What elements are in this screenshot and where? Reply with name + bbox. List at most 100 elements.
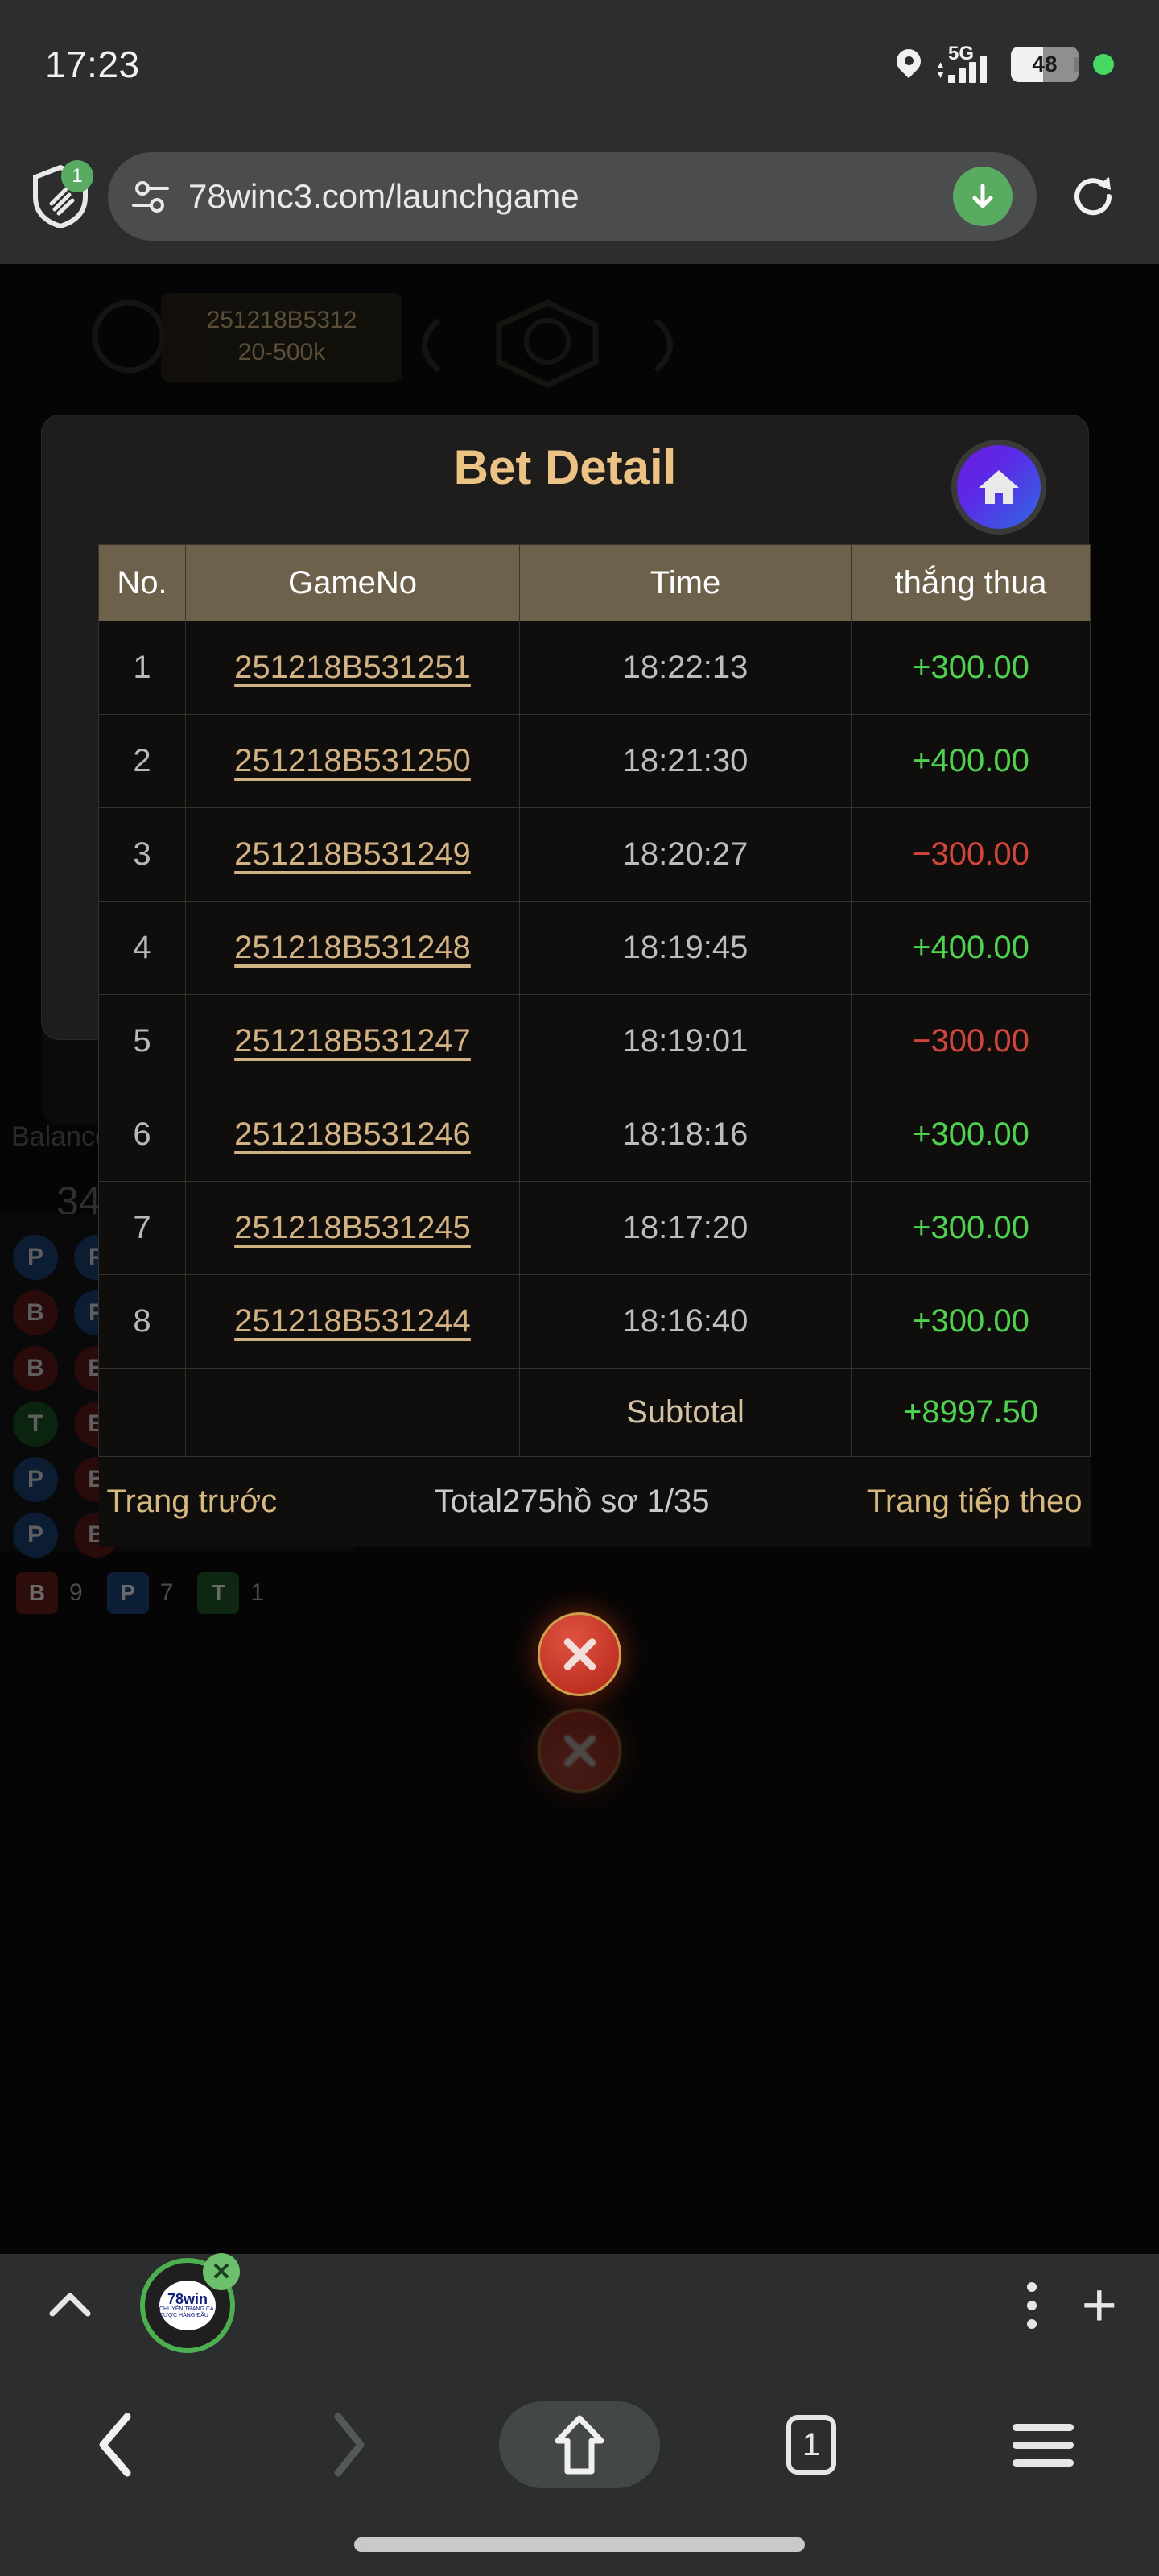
cell-gameno[interactable]: 251218B531249	[185, 807, 520, 902]
favicon-tagline: CHUYÊN TRANG CÁ CƯỢC HÀNG ĐẦU	[159, 2306, 214, 2318]
gameno-link[interactable]: 251218B531250	[234, 743, 471, 778]
counter-badge-b: B	[16, 1572, 58, 1614]
gameno-link[interactable]: 251218B531245	[234, 1210, 471, 1245]
table-row: 5 251218B531247 18:19:01 −300.00	[98, 994, 1091, 1088]
cell-gameno[interactable]: 251218B531251	[185, 621, 520, 715]
reload-icon[interactable]	[1059, 171, 1127, 222]
cell-amount: +300.00	[851, 1088, 1091, 1182]
tab-count-button[interactable]: 1	[731, 2392, 892, 2497]
address-bar[interactable]: 78winc3.com/launchgame	[108, 152, 1037, 241]
chevron-right-icon[interactable]	[267, 2392, 428, 2497]
column-header-time: Time	[519, 544, 852, 621]
signal-strength-bars	[948, 56, 987, 83]
cell-amount: −300.00	[851, 994, 1091, 1088]
close-x-icon[interactable]	[538, 1612, 621, 1696]
cell-gameno[interactable]: 251218B531246	[185, 1088, 520, 1182]
cell-time: 18:16:40	[519, 1274, 852, 1368]
cell-no: 2	[98, 714, 186, 808]
shield-badge-count: 1	[61, 160, 93, 192]
status-clock: 17:23	[45, 43, 140, 85]
cell-no: 4	[98, 901, 186, 995]
table-row: 2 251218B531250 18:21:30 +400.00	[98, 714, 1091, 808]
cell-time: 18:19:01	[519, 994, 852, 1088]
download-icon[interactable]	[953, 167, 1013, 226]
cell-no: 3	[98, 807, 186, 902]
cell-gameno[interactable]: 251218B531245	[185, 1181, 520, 1275]
bead-marker-p: P	[13, 1513, 58, 1558]
subtotal-row: Subtotal +8997.50	[98, 1368, 1091, 1457]
chevron-up-icon[interactable]	[42, 2289, 98, 2322]
table-row: 6 251218B531246 18:18:16 +300.00	[98, 1088, 1091, 1182]
active-tab-chip[interactable]: 78win CHUYÊN TRANG CÁ CƯỢC HÀNG ĐẦU ✕	[140, 2253, 240, 2353]
gameno-link[interactable]: 251218B531251	[234, 650, 471, 685]
gameno-link[interactable]: 251218B531246	[234, 1117, 471, 1152]
browser-toolbar: 1 78winc3.com/launchgame	[0, 129, 1159, 264]
background-chip-line1: 251218B5312	[206, 307, 357, 333]
tab-strip: 78win CHUYÊN TRANG CÁ CƯỢC HÀNG ĐẦU ✕ +	[0, 2253, 1159, 2357]
next-page-button[interactable]: Trang tiếp theo	[866, 1484, 1083, 1520]
cell-amount: +400.00	[851, 901, 1091, 995]
favicon-site-name: 78win	[167, 2291, 208, 2307]
prev-page-button[interactable]: Trang trước	[106, 1484, 278, 1520]
table-row: 3 251218B531249 18:20:27 −300.00	[98, 807, 1091, 902]
plus-icon[interactable]: +	[1081, 2271, 1117, 2339]
cell-amount: +300.00	[851, 621, 1091, 715]
cell-gameno[interactable]: 251218B531250	[185, 714, 520, 808]
cell-gameno[interactable]: 251218B531248	[185, 901, 520, 995]
cell-amount: +400.00	[851, 714, 1091, 808]
system-navigation-bar: 1	[0, 2357, 1159, 2576]
gameno-link[interactable]: 251218B531248	[234, 930, 471, 965]
table-header-row: No. GameNo Time thắng thua	[98, 544, 1091, 621]
counter-badge-t: T	[197, 1572, 240, 1614]
chevron-left-icon[interactable]	[35, 2392, 196, 2497]
cell-gameno[interactable]: 251218B531247	[185, 994, 520, 1088]
counter-value-t: 1	[250, 1579, 265, 1606]
subtotal-spacer-2	[185, 1368, 520, 1457]
cell-time: 18:17:20	[519, 1181, 852, 1275]
bead-marker-b: B	[13, 1290, 58, 1335]
gameno-link[interactable]: 251218B531249	[234, 836, 471, 872]
bead-marker-p: P	[13, 1457, 58, 1502]
table-row: 7 251218B531245 18:17:20 +300.00	[98, 1181, 1091, 1275]
column-header-no: No.	[98, 544, 186, 621]
recording-dot-icon	[1093, 54, 1114, 75]
close-button-reflection	[538, 1709, 621, 1793]
gameno-link[interactable]: 251218B531244	[234, 1303, 471, 1339]
bead-marker-t: T	[13, 1402, 58, 1447]
cell-amount: −300.00	[851, 807, 1091, 902]
cell-no: 6	[98, 1088, 186, 1182]
battery-level: 48	[1032, 52, 1058, 76]
page-info-icon[interactable]	[132, 178, 169, 215]
cell-time: 18:22:13	[519, 621, 852, 715]
battery-icon: 48	[1011, 47, 1079, 82]
gameno-link[interactable]: 251218B531247	[234, 1023, 471, 1059]
table-row: 4 251218B531248 18:19:45 +400.00	[98, 901, 1091, 995]
dialog-title: Bet Detail	[453, 440, 677, 494]
url-text[interactable]: 78winc3.com/launchgame	[188, 177, 580, 215]
counter-badge-p: P	[106, 1572, 149, 1614]
background-logo	[32, 288, 1127, 449]
cell-no: 5	[98, 994, 186, 1088]
shield-icon[interactable]: 1	[32, 160, 93, 229]
home-icon[interactable]	[951, 440, 1046, 535]
tab-count-label: 1	[786, 2415, 836, 2475]
home-outline-icon[interactable]	[499, 2392, 660, 2497]
cell-gameno[interactable]: 251218B531244	[185, 1274, 520, 1368]
kebab-menu-icon[interactable]	[1026, 2282, 1037, 2329]
cell-time: 18:19:45	[519, 901, 852, 995]
close-button-group	[538, 1612, 621, 1793]
signal-bars-icon: 5G ▲ ▼	[935, 43, 996, 83]
close-tab-button[interactable]: ✕	[203, 2253, 240, 2290]
bet-detail-table: No. GameNo Time thắng thua 1 251218B53125…	[98, 544, 1091, 1547]
cell-no: 8	[98, 1274, 186, 1368]
status-bar: 17:23 5G ▲ ▼ 48	[0, 0, 1159, 129]
bead-marker-p: P	[13, 1235, 58, 1280]
network-type-label: 5G	[948, 43, 975, 64]
cell-amount: +300.00	[851, 1181, 1091, 1275]
pagination-row: Trang trước Total275hồ sơ 1/35 Trang tiế…	[98, 1456, 1091, 1547]
background-chip: 251218B5312 20-500k	[161, 293, 402, 382]
hamburger-icon[interactable]	[963, 2392, 1124, 2497]
background-chip-line2: 20-500k	[237, 339, 326, 365]
